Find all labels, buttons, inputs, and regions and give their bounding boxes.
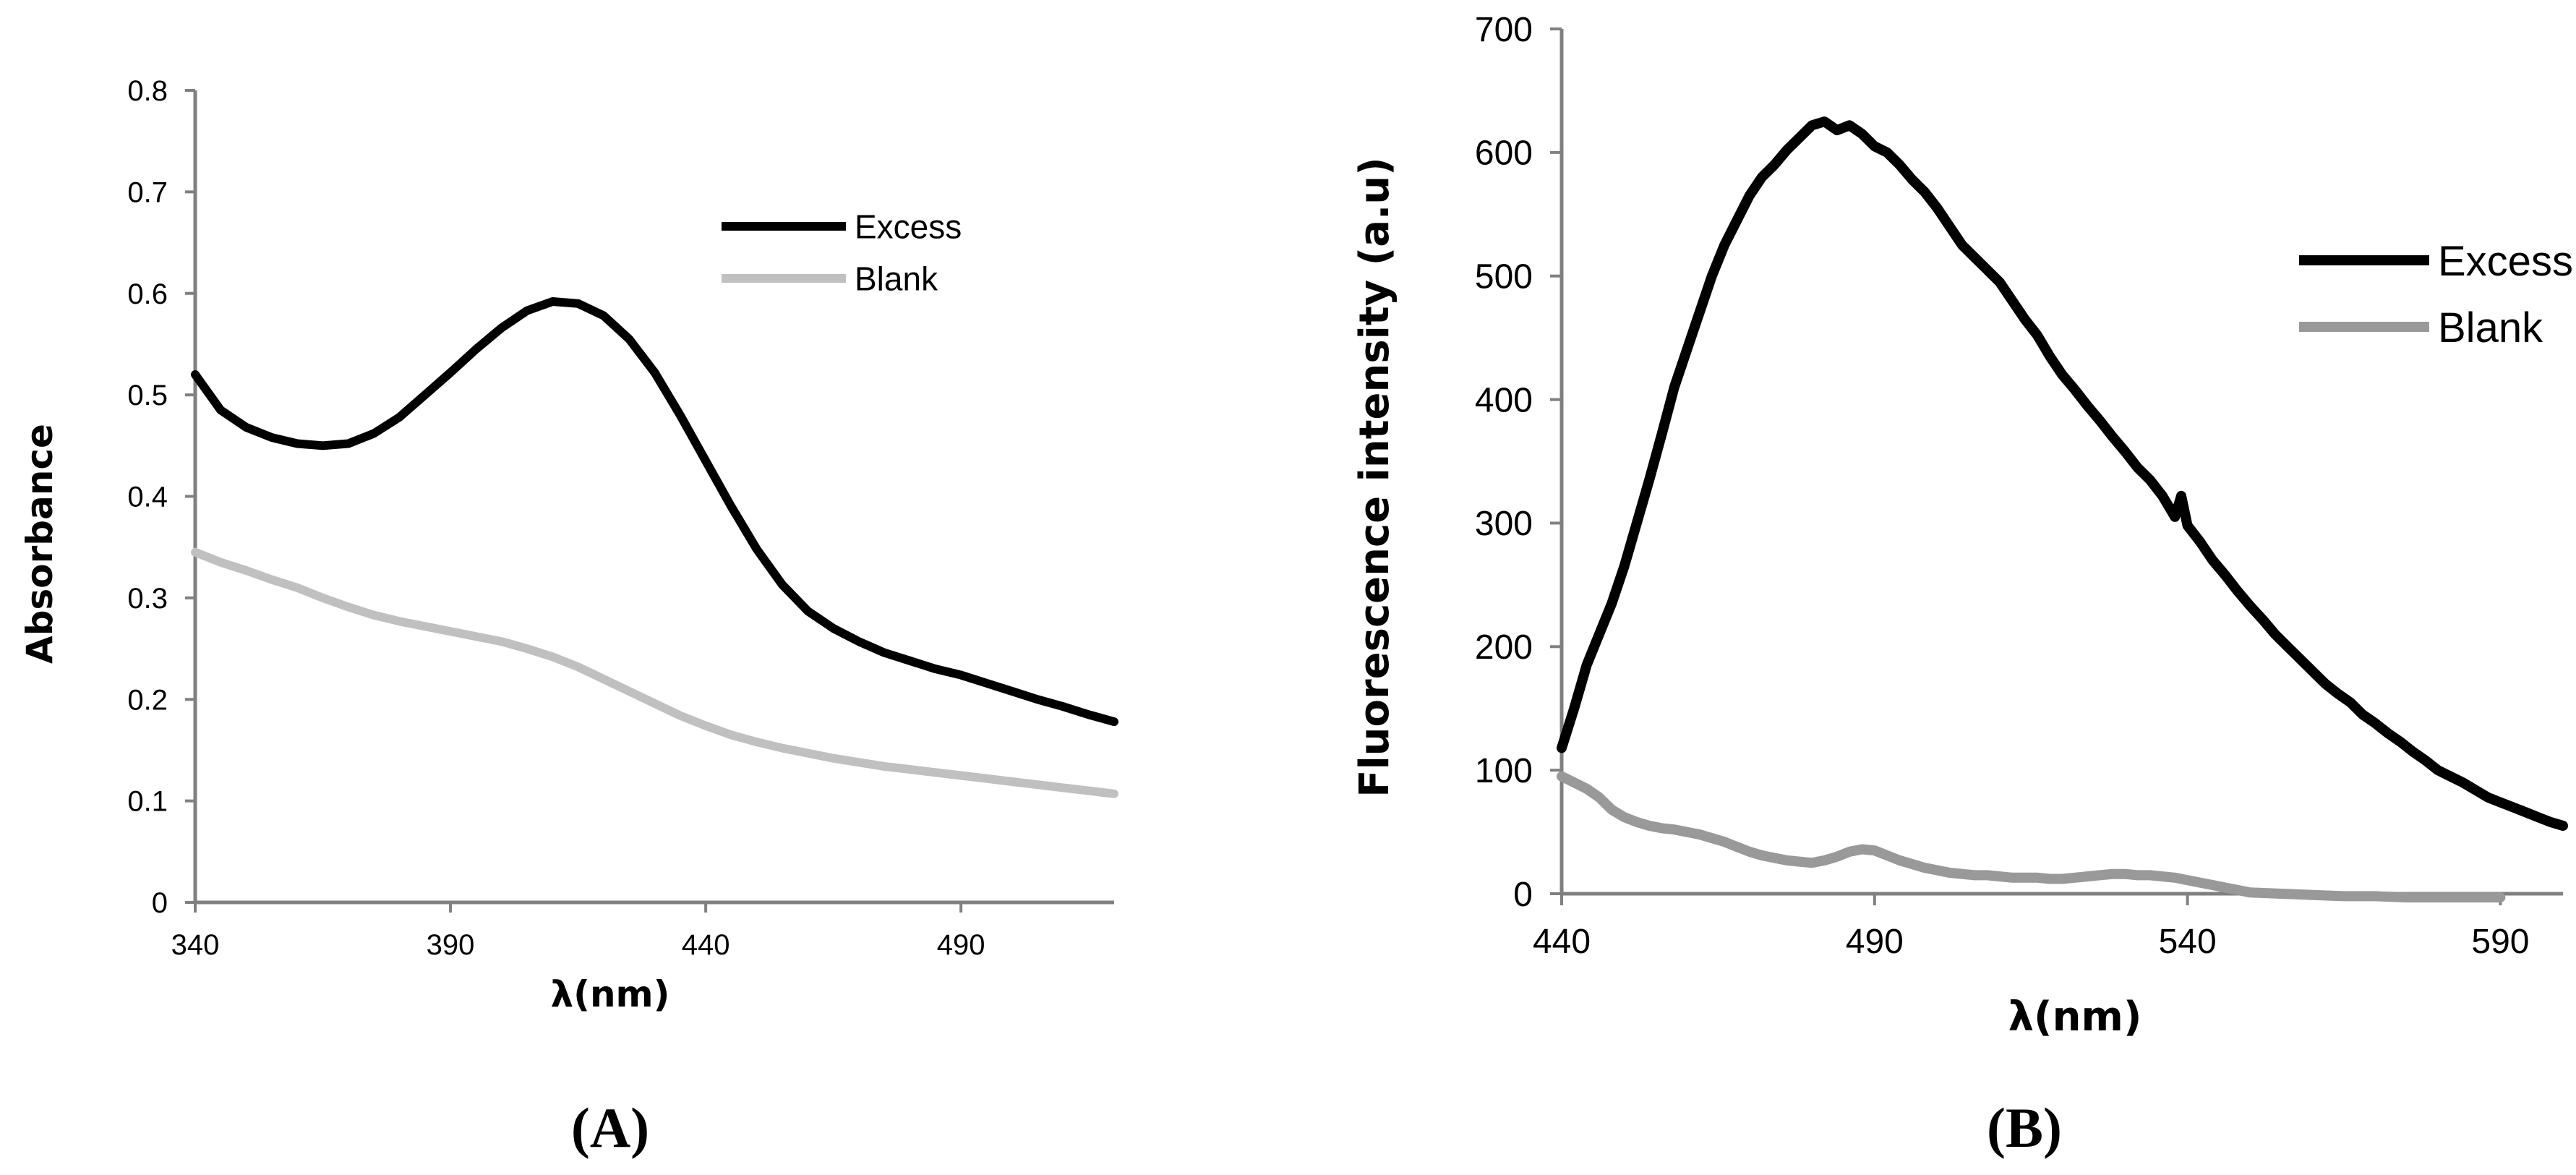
chart-b-y-axis-title: Fluorescence intensity (a.u)	[1351, 157, 1398, 798]
chart-a-x-axis-title: λ(nm)	[550, 973, 669, 1015]
chart-a-y-tick-label: 0.4	[127, 482, 168, 513]
chart-a-y-tick-label: 0.2	[127, 684, 168, 716]
chart-a-y-tick-label: 0.7	[127, 176, 168, 208]
chart-a-y-tick-label: 0.8	[127, 75, 168, 107]
chart-b-x-tick-label: 440	[1533, 923, 1591, 961]
chart-a-legend: Excess Blank	[722, 208, 962, 298]
chart-b-x-ticks: 440 490 540 590	[1533, 894, 2529, 961]
chart-a-y-ticks: 0 0.1 0.2 0.3 0.4 0.5 0.6 0.7 0.8	[127, 75, 195, 919]
chart-b-series	[1557, 116, 2568, 903]
chart-b-y-tick-label: 300	[1475, 505, 1533, 543]
chart-b-y-tick-label: 600	[1475, 134, 1533, 173]
chart-b-y-tick-label: 200	[1475, 628, 1533, 667]
chart-a-y-tick-label: 0.1	[127, 786, 168, 818]
chart-b-axes	[1559, 29, 2563, 896]
chart-a-series-blank-line	[191, 547, 1118, 798]
chart-b-y-tick-label: 100	[1475, 752, 1533, 790]
chart-a-x-ticks: 340 390 440 490	[171, 902, 985, 961]
chart-b-y-tick-label: 500	[1475, 258, 1533, 296]
chart-panel-a: 0 0.1 0.2 0.3 0.4 0.5 0.6 0.7 0.8 340 390 440 490 λ…	[19, 75, 1118, 1159]
chart-b-panel-label: (B)	[1987, 1096, 2062, 1159]
chart-b-legend-label-blank: Blank	[2438, 304, 2543, 351]
chart-a-x-tick-label: 490	[937, 929, 985, 961]
chart-b-y-tick-label: 0	[1513, 876, 1533, 914]
chart-b-y-ticks: 0 100 200 300 400 500 600 700	[1475, 11, 1562, 914]
chart-b-y-tick-label: 700	[1475, 11, 1533, 49]
chart-a-x-tick-label: 390	[427, 929, 475, 961]
chart-a-legend-label-excess: Excess	[855, 208, 962, 246]
chart-a-x-tick-label: 340	[171, 929, 220, 961]
chart-a-y-tick-label: 0.3	[127, 583, 168, 615]
chart-b-series-blank-line	[1557, 771, 2506, 903]
chart-a-series	[191, 297, 1118, 798]
chart-panel-b: 0 100 200 300 400 500 600 700 440 490 540 590 λ(nm…	[1351, 11, 2573, 1159]
chart-b-y-tick-label: 400	[1475, 381, 1533, 419]
chart-b-legend: Excess Blank	[2299, 238, 2573, 351]
chart-a-series-excess-line	[191, 297, 1118, 727]
chart-b-legend-label-excess: Excess	[2438, 238, 2573, 285]
chart-a-legend-label-blank: Blank	[855, 260, 938, 298]
chart-a-y-tick-label: 0	[152, 887, 168, 919]
chart-b-series-excess-line	[1557, 116, 2568, 831]
chart-a-y-tick-label: 0.6	[127, 278, 168, 310]
chart-b-x-tick-label: 590	[2471, 923, 2529, 961]
chart-a-y-tick-label: 0.5	[127, 380, 168, 411]
chart-b-x-tick-label: 490	[1846, 923, 1904, 961]
chart-a-y-axis-title: Absorbance	[19, 424, 61, 664]
chart-a-x-tick-label: 440	[682, 929, 730, 961]
chart-a-panel-label: (A)	[571, 1096, 649, 1159]
chart-b-x-tick-label: 540	[2159, 923, 2217, 961]
chart-b-x-axis-title: λ(nm)	[2008, 994, 2142, 1041]
